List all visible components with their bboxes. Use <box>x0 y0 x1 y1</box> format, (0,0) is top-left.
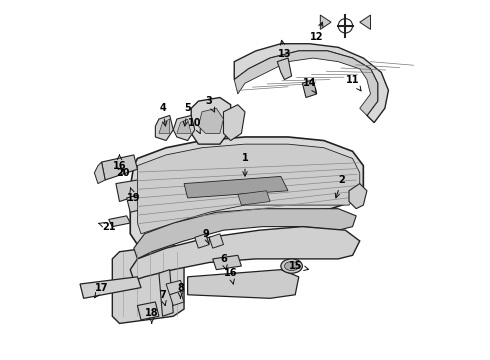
Polygon shape <box>223 105 245 140</box>
Text: 7: 7 <box>159 290 166 306</box>
Text: 6: 6 <box>220 254 227 270</box>
Polygon shape <box>116 180 141 202</box>
Polygon shape <box>234 44 389 123</box>
Polygon shape <box>137 302 159 320</box>
Text: 16: 16 <box>224 268 238 284</box>
Polygon shape <box>177 119 191 134</box>
Text: 1: 1 <box>242 153 248 176</box>
Polygon shape <box>155 116 173 140</box>
Polygon shape <box>170 291 184 306</box>
Polygon shape <box>191 98 231 144</box>
Text: 11: 11 <box>346 75 361 91</box>
Polygon shape <box>130 137 364 244</box>
Polygon shape <box>349 184 367 209</box>
Polygon shape <box>184 176 288 198</box>
Text: 9: 9 <box>202 229 210 244</box>
Polygon shape <box>101 155 137 180</box>
Text: 18: 18 <box>145 308 159 323</box>
Polygon shape <box>95 162 105 184</box>
Text: 16: 16 <box>113 155 126 171</box>
Polygon shape <box>234 51 378 116</box>
Text: 19: 19 <box>127 188 141 203</box>
Polygon shape <box>137 144 360 234</box>
Text: 5: 5 <box>183 103 191 126</box>
Polygon shape <box>166 280 184 295</box>
Text: 15: 15 <box>289 261 309 271</box>
Polygon shape <box>277 58 292 80</box>
Polygon shape <box>188 270 299 298</box>
Polygon shape <box>209 234 223 248</box>
Polygon shape <box>112 244 184 323</box>
Polygon shape <box>159 270 173 316</box>
Polygon shape <box>198 108 223 134</box>
Text: 13: 13 <box>278 40 291 59</box>
Polygon shape <box>320 15 331 30</box>
Polygon shape <box>126 194 145 212</box>
Text: 4: 4 <box>159 103 167 126</box>
Polygon shape <box>213 255 242 270</box>
Polygon shape <box>173 116 195 140</box>
Text: 8: 8 <box>177 283 184 298</box>
Polygon shape <box>195 234 209 248</box>
Ellipse shape <box>281 259 302 273</box>
Text: 3: 3 <box>206 96 215 112</box>
Text: 10: 10 <box>188 118 201 134</box>
Polygon shape <box>130 226 360 280</box>
Polygon shape <box>302 80 317 98</box>
Text: 12: 12 <box>310 22 323 41</box>
Polygon shape <box>360 15 370 30</box>
Polygon shape <box>109 216 130 226</box>
Text: 20: 20 <box>116 168 130 178</box>
Polygon shape <box>159 119 170 134</box>
Text: 21: 21 <box>99 222 116 231</box>
Text: 17: 17 <box>95 283 108 298</box>
Text: 14: 14 <box>303 78 317 93</box>
Polygon shape <box>80 277 141 298</box>
Ellipse shape <box>285 262 299 271</box>
Text: 2: 2 <box>335 175 345 198</box>
Polygon shape <box>134 209 356 259</box>
Polygon shape <box>238 191 270 205</box>
